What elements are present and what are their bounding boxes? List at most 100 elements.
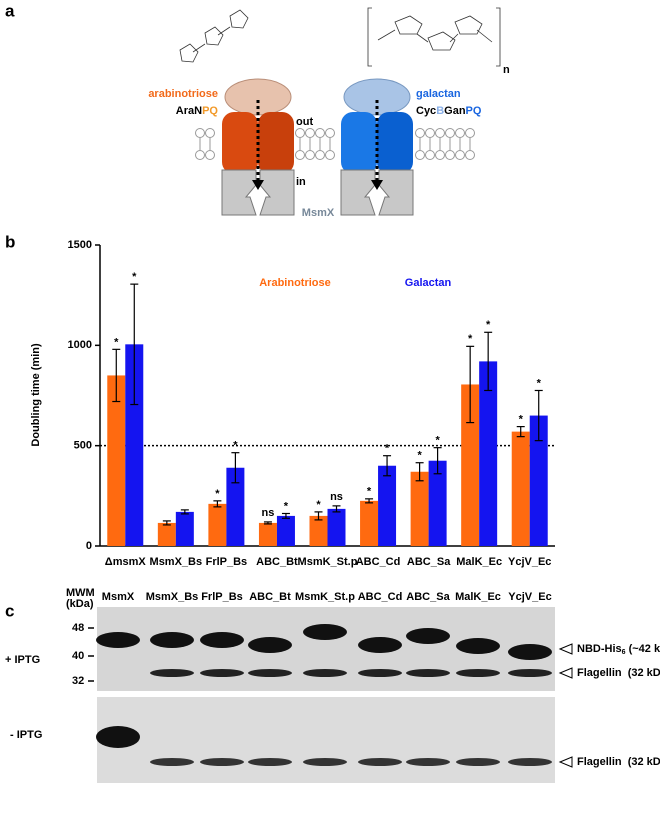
y-tick-label: 500 xyxy=(74,440,92,452)
bar xyxy=(428,460,447,546)
significance-label: * xyxy=(367,486,372,498)
bar xyxy=(529,415,548,546)
significance-label: * xyxy=(233,440,238,452)
atpase xyxy=(378,169,414,216)
binding-protein xyxy=(343,78,411,116)
bar xyxy=(360,500,379,546)
marker-label: 48 xyxy=(72,622,84,634)
band xyxy=(248,758,292,766)
galactan-structure xyxy=(367,7,501,67)
x-tick-label: FrlP_Bs xyxy=(206,556,248,568)
bar xyxy=(125,344,144,546)
lane-label: MsmX_Bs xyxy=(146,591,199,603)
lipid-head xyxy=(305,128,315,138)
panel-label: a xyxy=(5,1,15,20)
permease xyxy=(258,112,294,174)
label-part: 6 xyxy=(622,649,626,656)
lane-label: MalK_Ec xyxy=(455,591,501,603)
band xyxy=(96,632,140,648)
bar xyxy=(479,361,498,546)
band xyxy=(358,637,402,653)
band xyxy=(150,758,194,766)
lipid-head xyxy=(465,128,475,138)
blot-minus xyxy=(97,697,555,783)
legend-entry: Galactan xyxy=(405,277,452,289)
lipid-head xyxy=(325,150,335,160)
permease xyxy=(377,112,413,174)
bar xyxy=(309,515,328,546)
mwm-label: MWM xyxy=(66,587,95,599)
lipid-head xyxy=(455,150,465,160)
lipid-head xyxy=(435,150,445,160)
bar xyxy=(258,522,277,546)
lipid-head xyxy=(205,150,215,160)
band xyxy=(508,758,552,766)
significance-label: * xyxy=(486,319,491,331)
x-tick-label: ABC_Cd xyxy=(356,556,401,568)
panel-c: c MWM (kDa) + IPTG - IPTG NBD-His6 (~42 … xyxy=(5,587,660,783)
band xyxy=(456,758,500,766)
label-part: Cyc xyxy=(416,105,436,117)
lane-label: MsmX xyxy=(102,591,135,603)
band xyxy=(150,669,194,677)
lipid-head xyxy=(455,128,465,138)
membrane xyxy=(195,128,475,160)
band xyxy=(303,669,347,677)
band-label: Flagellin (32 kDa) xyxy=(577,667,660,679)
bar xyxy=(327,508,346,546)
mwm-label: (kDa) xyxy=(66,598,94,610)
band xyxy=(150,632,194,648)
significance-label: * xyxy=(215,488,220,500)
bar xyxy=(107,375,126,546)
band xyxy=(406,758,450,766)
label-part: AraN xyxy=(176,105,202,117)
band xyxy=(96,726,140,748)
significance-label: * xyxy=(114,336,119,348)
significance-label: * xyxy=(132,271,137,283)
lipid-head xyxy=(305,150,315,160)
y-axis-label: Doubling time (min) xyxy=(30,343,42,447)
arabinotriose-structure xyxy=(179,9,249,63)
band xyxy=(248,669,292,677)
lane-label: YcjV_Ec xyxy=(508,591,551,603)
permease xyxy=(222,112,258,174)
y-tick-label: 0 xyxy=(86,540,92,552)
atpase xyxy=(221,169,257,216)
condition-label: + IPTG xyxy=(5,654,40,666)
significance-label: * xyxy=(385,443,390,455)
x-tick-label: ΔmsmX xyxy=(105,556,147,568)
lipid-head xyxy=(315,150,325,160)
label-part: B xyxy=(436,105,444,117)
in-label: in xyxy=(296,176,306,188)
significance-label: * xyxy=(284,500,289,512)
lipid-head xyxy=(315,128,325,138)
marker-label: 32 xyxy=(72,675,84,687)
significance-label: * xyxy=(519,414,524,426)
significance-label: * xyxy=(468,333,473,345)
label-part: (~42 kDa) xyxy=(626,643,660,655)
lipid-head xyxy=(295,150,305,160)
band xyxy=(358,758,402,766)
band xyxy=(508,644,552,660)
legend-entry: Arabinotriose xyxy=(259,277,331,289)
band xyxy=(456,669,500,677)
lane-label: ABC_Cd xyxy=(358,591,403,603)
y-tick-label: 1500 xyxy=(68,239,92,251)
band-label: NBD-His6 (~42 kDa) xyxy=(577,643,660,656)
bar xyxy=(157,522,176,546)
band xyxy=(200,632,244,648)
band xyxy=(406,669,450,677)
panel-label: c xyxy=(5,601,14,620)
label-part: Gan xyxy=(444,105,466,117)
lipid-head xyxy=(435,128,445,138)
significance-label: ns xyxy=(330,491,343,503)
arrowhead xyxy=(252,180,264,190)
panel-a: a n arabinotriose AraNPQ galactan CycBGa… xyxy=(5,1,510,218)
significance-label: * xyxy=(435,435,440,447)
lipid-head xyxy=(415,150,425,160)
y-tick-label: 1000 xyxy=(68,339,92,351)
x-tick-label: MsmK_St.p xyxy=(298,556,358,568)
pointer xyxy=(558,643,573,655)
band xyxy=(406,628,450,644)
